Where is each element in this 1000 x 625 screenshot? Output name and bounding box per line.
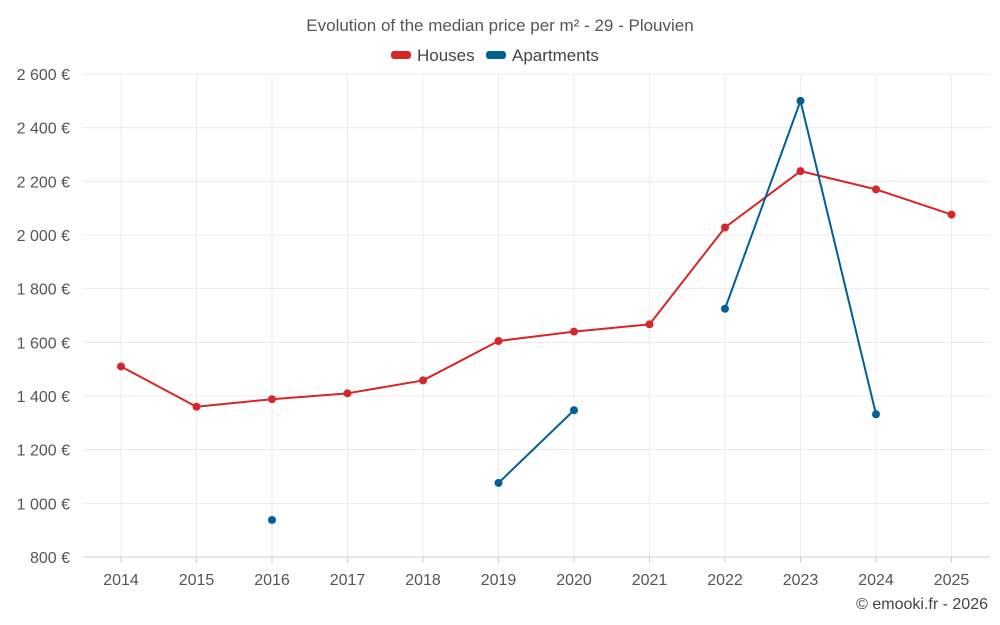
x-tick-label: 2022	[707, 572, 743, 589]
data-point-houses[interactable]	[419, 376, 427, 385]
series-houses	[117, 167, 956, 411]
y-axis-ticks: 800 € 1 000 € 1 200 € 1 400 € 1 600 € 1 800 €…	[17, 67, 70, 567]
y-tick-label: 2 600 €	[17, 67, 70, 84]
x-tick-label: 2024	[858, 572, 894, 589]
legend-label-houses: Houses	[417, 46, 475, 65]
data-point-apartments[interactable]	[494, 478, 503, 487]
x-tick-label: 2019	[481, 572, 517, 589]
y-tick-label: 1 000 €	[17, 496, 70, 513]
x-tick-label: 2020	[556, 572, 592, 589]
y-tick-label: 2 400 €	[17, 121, 70, 138]
y-tick-label: 2 000 €	[17, 228, 70, 245]
data-point-houses[interactable]	[570, 327, 578, 336]
data-point-houses[interactable]	[645, 320, 654, 329]
data-point-houses[interactable]	[117, 362, 125, 371]
series	[117, 96, 956, 524]
data-point-houses[interactable]	[721, 223, 729, 232]
chart-title: Evolution of the median price per m² - 2…	[306, 16, 693, 35]
data-point-houses[interactable]	[343, 389, 352, 398]
data-point-houses[interactable]	[872, 185, 880, 194]
axes	[83, 556, 990, 563]
legend-item-apartments[interactable]: Apartments	[486, 46, 599, 65]
y-tick-label: 1 200 €	[17, 443, 70, 460]
x-tick-label: 2023	[783, 572, 819, 589]
data-point-apartments[interactable]	[268, 515, 276, 524]
x-tick-label: 2015	[179, 572, 215, 589]
data-point-apartments[interactable]	[872, 410, 880, 419]
credit-text: © emooki.fr - 2026	[856, 596, 988, 613]
x-tick-label: 2017	[330, 572, 366, 589]
y-tick-label: 800 €	[30, 550, 70, 567]
series-apartments	[268, 96, 880, 524]
series-line-apartments	[497, 409, 575, 484]
series-line-houses	[120, 170, 952, 408]
data-point-houses[interactable]	[494, 336, 503, 345]
legend-swatch-apartments	[486, 51, 506, 59]
x-tick-label: 2016	[254, 572, 290, 589]
x-tick-label: 2018	[405, 572, 441, 589]
x-tick-label: 2025	[934, 572, 970, 589]
data-point-houses[interactable]	[796, 167, 805, 176]
legend-item-houses[interactable]: Houses	[391, 46, 475, 65]
grid	[83, 73, 990, 557]
legend-label-apartments: Apartments	[512, 46, 599, 65]
data-point-houses[interactable]	[192, 402, 201, 411]
data-point-apartments[interactable]	[570, 406, 578, 415]
y-tick-label: 1 800 €	[17, 282, 70, 299]
legend-swatch-houses	[391, 51, 411, 59]
y-tick-label: 2 200 €	[17, 174, 70, 191]
data-point-apartments[interactable]	[796, 96, 805, 105]
data-point-apartments[interactable]	[721, 304, 729, 313]
y-tick-label: 1 600 €	[17, 335, 70, 352]
x-tick-label: 2014	[103, 572, 139, 589]
legend: Houses Apartments	[391, 46, 599, 65]
x-axis-ticks: 2014 2015 2016 2017 2018 2019 2020 2021 2022 2023…	[103, 572, 969, 589]
x-tick-label: 2021	[632, 572, 668, 589]
data-point-houses[interactable]	[947, 210, 956, 219]
y-tick-label: 1 400 €	[17, 389, 70, 406]
data-point-houses[interactable]	[268, 395, 276, 404]
